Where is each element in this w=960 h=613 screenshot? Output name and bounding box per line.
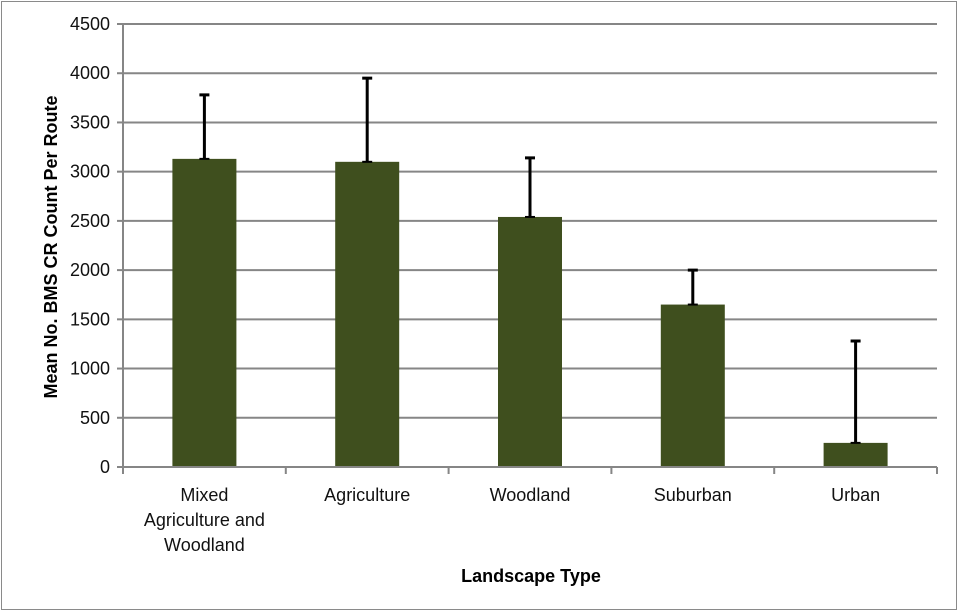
x-category-label: Mixed (180, 485, 228, 505)
y-tick-label: 4500 (70, 14, 110, 34)
error-bars (199, 76, 861, 444)
x-category-label: Urban (831, 485, 880, 505)
y-tick-label: 1500 (70, 309, 110, 329)
y-tick-label: 3500 (70, 112, 110, 132)
x-category-label: Suburban (654, 485, 732, 505)
bar (498, 216, 562, 467)
y-axis-title: Mean No. BMS CR Count Per Route (41, 95, 61, 398)
x-category-label: Agriculture and (144, 510, 265, 530)
bar (335, 161, 400, 468)
bar (823, 442, 888, 467)
bar (172, 158, 237, 467)
y-tick-label: 4000 (70, 63, 110, 83)
x-axis-title: Landscape Type (461, 566, 601, 586)
y-tick-label: 2000 (70, 260, 110, 280)
x-axis-labels: Mixed Agriculture and Woodland Agriculture W… (144, 485, 880, 555)
y-tick-label: 2500 (70, 211, 110, 231)
x-category-label: Woodland (164, 535, 245, 555)
axes (122, 24, 938, 474)
y-tick-label: 1000 (70, 359, 110, 379)
y-tick-label: 500 (80, 408, 110, 428)
y-tick-label: 3000 (70, 162, 110, 182)
bar (660, 304, 725, 467)
y-axis-ticks: 0 500 1000 1500 2000 2500 3000 3500 4000 4500 (70, 14, 123, 477)
x-category-label: Woodland (490, 485, 571, 505)
bars (172, 158, 888, 468)
x-category-label: Agriculture (324, 485, 410, 505)
y-tick-label: 0 (100, 457, 110, 477)
